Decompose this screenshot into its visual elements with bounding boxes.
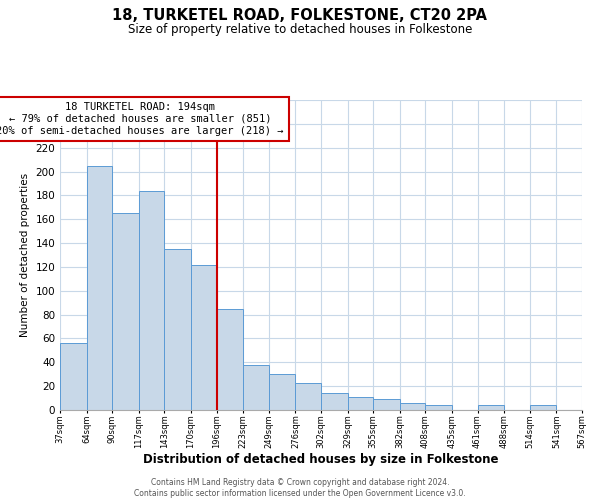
Bar [530, 405, 556, 410]
Text: 18, TURKETEL ROAD, FOLKESTONE, CT20 2PA: 18, TURKETEL ROAD, FOLKESTONE, CT20 2PA [113, 8, 487, 22]
Bar [400, 403, 425, 410]
Bar [164, 249, 191, 410]
Bar [478, 405, 504, 410]
Bar [139, 190, 164, 410]
Bar [373, 400, 400, 410]
Y-axis label: Number of detached properties: Number of detached properties [20, 173, 30, 337]
Bar [425, 405, 452, 410]
Bar [86, 166, 112, 410]
Bar [321, 394, 347, 410]
Bar [243, 364, 269, 410]
Text: Size of property relative to detached houses in Folkestone: Size of property relative to detached ho… [128, 22, 472, 36]
Bar [191, 264, 217, 410]
Text: 18 TURKETEL ROAD: 194sqm
← 79% of detached houses are smaller (851)
20% of semi-: 18 TURKETEL ROAD: 194sqm ← 79% of detach… [0, 102, 284, 136]
Text: Distribution of detached houses by size in Folkestone: Distribution of detached houses by size … [143, 452, 499, 466]
Bar [269, 374, 295, 410]
Bar [112, 214, 139, 410]
Text: Contains HM Land Registry data © Crown copyright and database right 2024.
Contai: Contains HM Land Registry data © Crown c… [134, 478, 466, 498]
Bar [295, 382, 321, 410]
Bar [217, 308, 243, 410]
Bar [60, 343, 86, 410]
Bar [347, 397, 373, 410]
